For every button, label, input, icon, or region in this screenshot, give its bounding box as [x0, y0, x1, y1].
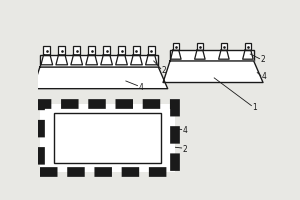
Bar	[73, 46, 80, 55]
Bar	[58, 46, 65, 55]
Bar	[245, 43, 251, 50]
Polygon shape	[33, 67, 168, 89]
Bar	[118, 46, 125, 55]
Bar	[148, 46, 155, 55]
Text: 4: 4	[139, 83, 143, 92]
Bar	[103, 46, 110, 55]
Bar	[133, 46, 140, 55]
Text: 1: 1	[253, 103, 257, 112]
Polygon shape	[163, 61, 263, 83]
Bar	[88, 46, 95, 55]
Text: 2: 2	[162, 66, 166, 75]
Bar	[40, 55, 158, 67]
Bar	[221, 43, 227, 50]
Bar	[173, 43, 179, 50]
Text: 4: 4	[183, 126, 188, 135]
Bar	[43, 46, 50, 55]
Text: 2: 2	[183, 145, 188, 154]
Bar	[170, 50, 254, 61]
Bar	[54, 113, 161, 163]
Text: 2: 2	[260, 55, 265, 64]
Bar	[40, 104, 175, 172]
Text: 4: 4	[261, 72, 266, 81]
Bar	[197, 43, 203, 50]
